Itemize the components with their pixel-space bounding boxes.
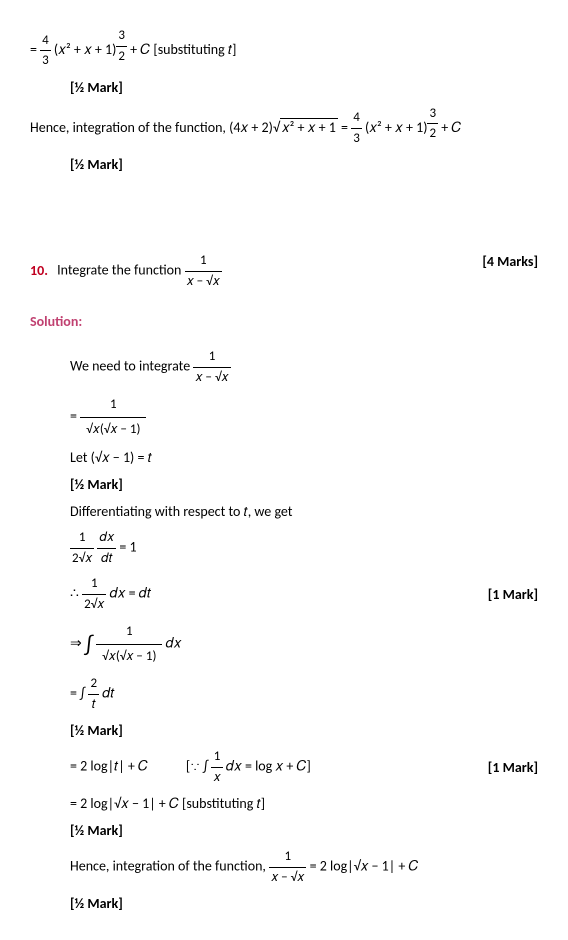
therefore-prefix: ∴ xyxy=(70,585,82,602)
int2-prefix: = xyxy=(70,685,80,702)
diff-lhs: 1 2√𝑥 xyxy=(70,528,94,568)
arrow-suffix: 𝑑𝑥 xyxy=(166,635,182,652)
question-number: 10. xyxy=(30,262,48,279)
mark-half-6: [½ Mark] xyxy=(70,893,538,914)
integral-icon-2: ∫ xyxy=(80,685,85,702)
step-1: = 1 √𝑥(√𝑥 − 1) xyxy=(70,393,538,441)
mark-half-3: [½ Mark] xyxy=(70,474,538,495)
log2-line: = 2 log|√𝑥 − 1| + 𝐶 [substituting 𝑡] xyxy=(70,793,538,814)
step1-eq: = xyxy=(70,408,80,425)
log1-prefix: = 2 log|𝑡| + 𝐶 xyxy=(70,758,148,775)
hence-suffix: + 𝐶 xyxy=(441,119,461,136)
diff-rhs: = 1 xyxy=(119,539,136,556)
arrow-frac: 1 √𝑥(√𝑥 − 1) xyxy=(96,620,162,668)
diff-text: Differentiating with respect to 𝑡, we ge… xyxy=(70,501,538,522)
eq-body: (𝑥² + 𝑥 + 1) xyxy=(54,41,117,58)
hence-prefix: Hence, integration of the function, (4𝑥 … xyxy=(30,119,273,136)
mark-half-5: [½ Mark] xyxy=(70,820,538,841)
log1-row: = 2 log|𝑡| + 𝐶 [∵ ∫ 1 𝑥 𝑑𝑥 = log 𝑥 + 𝐶] … xyxy=(70,747,538,787)
eq-suffix: + 𝐶 [substituting 𝑡] xyxy=(130,41,236,58)
hence2-prefix: Hence, integration of the function, xyxy=(70,858,269,875)
hence-line-1: Hence, integration of the function, (4𝑥 … xyxy=(30,104,538,149)
hence-eq: = xyxy=(338,119,351,136)
hence2-suffix: = 2 log|√𝑥 − 1| + 𝐶 xyxy=(310,858,419,875)
need-frac: 1 𝑥 − √𝑥 xyxy=(193,347,230,387)
diff-dxdt: 𝑑𝑥 𝑑𝑡 xyxy=(97,528,116,568)
eq-prefix: = xyxy=(30,41,40,58)
int2-suffix: 𝑑𝑡 xyxy=(102,685,114,702)
therefore-frac: 1 2√𝑥 xyxy=(82,574,106,614)
diff-equation: 1 2√𝑥 𝑑𝑥 𝑑𝑡 = 1 xyxy=(70,528,538,568)
arrow-line: ⇒ ∫ 1 √𝑥(√𝑥 − 1) 𝑑𝑥 xyxy=(70,620,538,668)
q10-frac: 1 𝑥 − √𝑥 xyxy=(185,251,222,291)
mark-1b: [1 Mark] xyxy=(488,757,538,778)
mark-half-4: [½ Mark] xyxy=(70,720,538,741)
marks-4: [4 Marks] xyxy=(482,251,538,272)
let-line: Let (√𝑥 − 1) = 𝑡 xyxy=(70,447,538,468)
sqrt-body: 𝑥² + 𝑥 + 1 xyxy=(280,118,338,136)
hence2-frac: 1 𝑥 − √𝑥 xyxy=(269,847,306,887)
question-10-row: 10. Integrate the function 1 𝑥 − √𝑥 [4 M… xyxy=(30,251,538,291)
arrow-prefix: ⇒ xyxy=(70,635,85,652)
need-text: We need to integrate xyxy=(70,358,193,375)
need-integrate: We need to integrate 1 𝑥 − √𝑥 xyxy=(70,347,538,387)
int2-frac: 2 𝑡 xyxy=(88,674,99,714)
step1-frac: 1 √𝑥(√𝑥 − 1) xyxy=(80,393,146,441)
hence-body: (𝑥² + 𝑥 + 1) xyxy=(365,119,428,136)
therefore-eq: ∴ 1 2√𝑥 𝑑𝑥 = 𝑑𝑡 xyxy=(70,574,151,614)
exp-frac: 32 xyxy=(116,26,127,66)
mark-1: [1 Mark] xyxy=(488,584,538,605)
log1-hint-prefix: [∵ ∫ xyxy=(186,758,208,775)
question-text: Integrate the function xyxy=(57,262,184,279)
log1-eq: = 2 log|𝑡| + 𝐶 [∵ ∫ 1 𝑥 𝑑𝑥 = log 𝑥 + 𝐶] xyxy=(70,747,311,787)
question-10: 10. Integrate the function 1 𝑥 − √𝑥 xyxy=(30,251,222,291)
therefore-row: ∴ 1 2√𝑥 𝑑𝑥 = 𝑑𝑡 [1 Mark] xyxy=(70,574,538,614)
log1-hint-suffix: 𝑑𝑥 = log 𝑥 + 𝐶] xyxy=(226,758,311,775)
int2-line: = ∫ 2 𝑡 𝑑𝑡 xyxy=(70,674,538,714)
frac-4-3b: 4 3 xyxy=(351,108,362,148)
mark-half-2: [½ Mark] xyxy=(70,154,538,175)
frac-4-3: 4 3 xyxy=(40,31,51,71)
log1-hint-frac: 1 𝑥 xyxy=(211,747,222,787)
therefore-suffix: 𝑑𝑥 = 𝑑𝑡 xyxy=(110,585,152,602)
exp-frac-b: 32 xyxy=(427,104,438,144)
mark-half: [½ Mark] xyxy=(70,77,538,98)
equation-substituting: = 4 3 (𝑥² + 𝑥 + 1)32 + 𝐶 [substituting 𝑡… xyxy=(30,26,538,71)
hence-2: Hence, integration of the function, 1 𝑥 … xyxy=(70,847,538,887)
integral-icon: ∫ xyxy=(85,631,93,658)
solution-label: Solution: xyxy=(30,311,538,332)
